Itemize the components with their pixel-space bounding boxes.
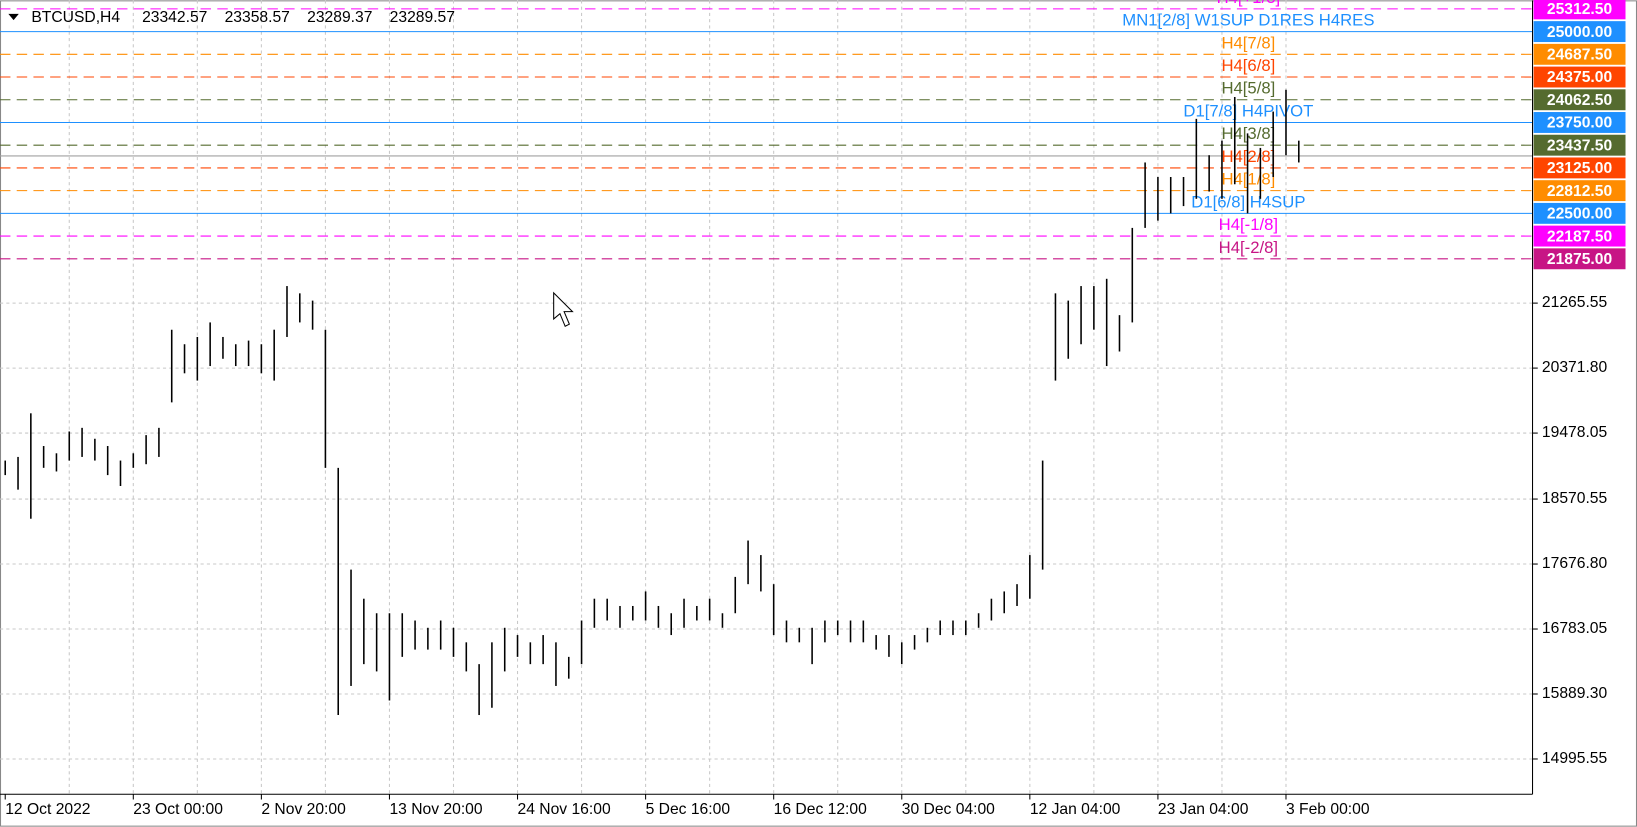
level-tag-label: 24375.00 (1547, 69, 1613, 86)
level-text: H4[7/8] (1221, 33, 1275, 52)
x-tick-label: 13 Nov 20:00 (389, 801, 482, 818)
x-tick-label: 23 Oct 00:00 (133, 801, 223, 818)
level-tag-label: 23750.00 (1547, 115, 1613, 132)
level-tag (1533, 202, 1626, 224)
level-text: H4[-2/8] (1219, 238, 1278, 257)
symbol: BTCUSD,H4 (31, 9, 120, 26)
level-tag-label: 22812.50 (1547, 183, 1613, 200)
level-tag (1533, 225, 1626, 247)
level-text: H4[3/8] (1221, 124, 1275, 143)
level-tag-label: 23125.00 (1547, 160, 1613, 177)
menu-arrow[interactable] (8, 13, 19, 21)
x-tick-label: 16 Dec 12:00 (774, 801, 867, 818)
x-tick-label: 2 Nov 20:00 (261, 801, 346, 818)
level-tag (1533, 134, 1626, 156)
x-tick-label: 23 Jan 04:00 (1158, 801, 1249, 818)
ohlc-high: 23358.57 (225, 9, 290, 26)
level-tag (1533, 89, 1626, 111)
ohlc-open: 23342.57 (142, 9, 207, 26)
level-tag-label: 24062.50 (1547, 92, 1613, 109)
level-tag (1533, 112, 1626, 133)
y-tick-label: 17676.80 (1542, 555, 1608, 572)
y-tick-label: 16783.05 (1542, 620, 1608, 637)
x-tick-label: 12 Oct 2022 (5, 801, 90, 818)
level-tag-label: 22500.00 (1547, 206, 1613, 223)
level-tag (1533, 43, 1626, 65)
level-tag-label: 25312.50 (1547, 1, 1613, 18)
level-text: H4[+1/8] (1217, 0, 1281, 7)
x-tick-label: 24 Nov 16:00 (518, 801, 611, 818)
level-text: MN1[2/8] W1SUP D1RES H4RES (1122, 11, 1374, 30)
level-tag (1533, 21, 1626, 43)
y-tick-label: 14995.55 (1542, 750, 1608, 767)
y-tick-label: 15889.30 (1542, 685, 1608, 702)
ohlc-close: 23289.57 (390, 9, 455, 26)
level-text: H4[-1/8] (1219, 215, 1278, 234)
level-tag-label: 21875.00 (1547, 251, 1613, 268)
y-tick-label: 20371.80 (1542, 359, 1608, 376)
level-text: H4[2/8] (1221, 147, 1275, 166)
level-tag-label: 22187.50 (1547, 228, 1613, 245)
y-tick-label: 19478.05 (1542, 424, 1608, 441)
x-tick-label: 30 Dec 04:00 (902, 801, 995, 818)
level-text: H4[1/8] (1221, 170, 1275, 189)
level-text: D1[7/8] H4PIVOT (1183, 101, 1313, 120)
level-text: H4[5/8] (1221, 79, 1275, 98)
level-text: H4[6/8] (1221, 56, 1275, 75)
level-text: D1[6/8] H4SUP (1191, 192, 1305, 211)
level-tag (1533, 180, 1626, 202)
ohlc-low: 23289.37 (307, 9, 372, 26)
x-tick-label: 3 Feb 00:00 (1286, 801, 1370, 818)
x-tick-label: 5 Dec 16:00 (646, 801, 731, 818)
level-tag-label: 25000.00 (1547, 24, 1613, 41)
level-tag (1533, 66, 1626, 88)
level-tag (1533, 248, 1626, 270)
y-tick-label: 21265.55 (1542, 294, 1608, 311)
y-tick-label: 18570.55 (1542, 490, 1608, 507)
mouse-cursor (553, 291, 574, 327)
x-tick-label: 12 Jan 04:00 (1030, 801, 1121, 818)
level-tag-label: 23437.50 (1547, 137, 1613, 154)
level-tag-label: 24687.50 (1547, 47, 1613, 64)
level-tag (1533, 157, 1626, 179)
level-tag (1533, 0, 1626, 20)
